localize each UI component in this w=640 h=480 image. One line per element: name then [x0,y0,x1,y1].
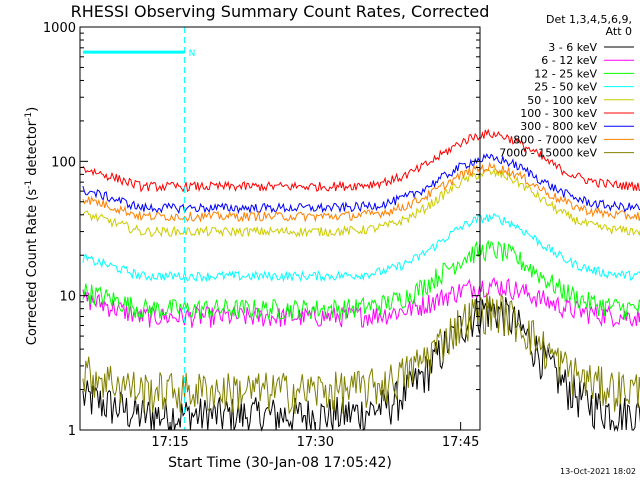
legend-header-0: Det 1,3,4,5,6,9, [546,13,632,26]
series-line-8 [82,292,640,415]
legend-label-5: 100 - 300 keV [520,107,597,120]
series-line-5 [82,128,640,193]
legend-label-6: 300 - 800 keV [520,120,597,133]
legend-label-4: 50 - 100 keV [527,94,597,107]
series-line-1 [82,276,640,328]
legend-label-0: 3 - 6 keV [548,41,597,54]
chart-title: RHESSI Observing Summary Count Rates, Co… [71,2,490,21]
flag-label-0: N [189,49,196,59]
legend-label-1: 6 - 12 keV [541,54,597,67]
series-line-3 [82,212,640,283]
x-tick-label-2: 17:45 [442,435,479,450]
y-tick-label-3: 1000 [43,21,76,36]
y-axis-label: Corrected Count Rate (s-1 detector-1) [24,107,40,345]
legend-label-7: 800 - 7000 keV [513,133,597,146]
series-line-6 [82,153,640,215]
legend-label-2: 12 - 25 keV [534,67,597,80]
x-axis-label: Start Time (30-Jan-08 17:05:42) [168,455,392,471]
plot-frame [79,26,481,431]
x-tick-label-0: 17:15 [151,435,188,450]
y-tick-label-0: 1 [68,424,76,439]
y-tick-label-2: 100 [51,155,76,170]
legend-header-1: Att 0 [606,25,632,38]
plot-layer: NS [82,27,640,432]
series-line-2 [82,239,640,321]
axis-ticks: 17:15 17:30 17:45 1 10 100 1000 [43,21,480,450]
legend-label-8: 7000 - 15000 keV [499,147,597,160]
series-line-4 [82,167,640,238]
y-tick-label-1: 10 [59,290,76,305]
x-tick-label-1: 17:30 [297,435,334,450]
series-line-7 [82,161,640,223]
legend-label-3: 25 - 50 keV [534,81,597,94]
timestamp: 13-Oct-2021 18:02 [560,467,636,476]
